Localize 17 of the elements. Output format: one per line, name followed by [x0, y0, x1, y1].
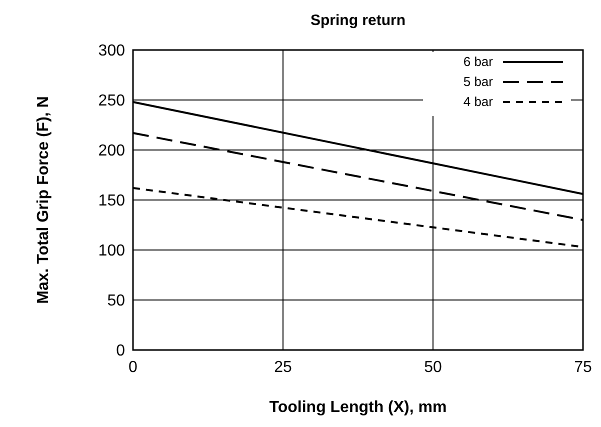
chart-title: Spring return: [310, 12, 406, 29]
y-tick-label: 50: [107, 292, 126, 310]
y-tick-label: 100: [98, 242, 126, 260]
x-tick-label: 0: [128, 359, 138, 376]
y-tick-label: 250: [98, 92, 126, 110]
legend-label: 6 bar: [463, 54, 494, 69]
x-tick-label: 75: [574, 359, 592, 376]
x-tick-label: 25: [274, 359, 292, 376]
x-axis-title: Tooling Length (X), mm: [269, 399, 447, 416]
y-tick-label: 150: [98, 192, 126, 210]
y-tick-label: 300: [98, 42, 126, 60]
legend-label: 5 bar: [463, 74, 494, 89]
y-tick-label: 0: [116, 342, 126, 360]
y-axis-title: Max. Total Grip Force (F), N: [35, 96, 52, 304]
legend-label: 4 bar: [463, 94, 494, 109]
x-tick-label: 50: [424, 359, 442, 376]
y-tick-label: 200: [98, 142, 126, 160]
